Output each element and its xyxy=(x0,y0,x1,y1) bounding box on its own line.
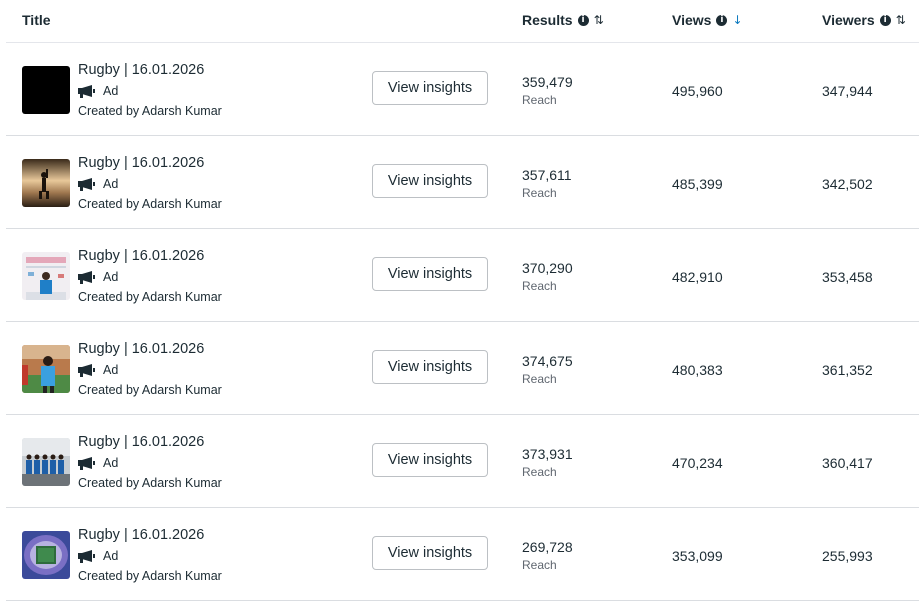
table-row: Rugby | 16.01.2026 Ad Created by Adarsh … xyxy=(6,508,919,601)
sort-icon[interactable]: ⇅ xyxy=(593,13,604,27)
table-row: Rugby | 16.01.2026 Ad Created by Adarsh … xyxy=(6,136,919,229)
table-row: Rugby | 16.01.2026 Ad Created by Adarsh … xyxy=(6,229,919,322)
results-value: 370,290 xyxy=(522,260,573,276)
column-header-views[interactable]: Views i ↓ xyxy=(672,12,743,28)
table-row: Rugby | 16.01.2026 Ad Created by Adarsh … xyxy=(6,322,919,415)
ad-creator: Created by Adarsh Kumar xyxy=(78,290,222,304)
ad-title[interactable]: Rugby | 16.01.2026 xyxy=(78,341,205,357)
ad-label: Ad xyxy=(103,84,119,98)
results-value: 269,728 xyxy=(522,539,573,555)
results-value: 357,611 xyxy=(522,167,572,183)
results-label: Reach xyxy=(522,372,557,386)
ad-title[interactable]: Rugby | 16.01.2026 xyxy=(78,527,205,543)
megaphone-icon xyxy=(78,363,95,377)
table-header: Title Results i ⇅ Views i ↓ Viewers i ⇅ xyxy=(6,0,919,43)
info-icon[interactable]: i xyxy=(716,14,728,26)
column-header-title[interactable]: Title xyxy=(22,12,51,28)
table-body: Rugby | 16.01.2026 Ad Created by Adarsh … xyxy=(0,43,919,601)
ad-label: Ad xyxy=(103,456,119,470)
sort-icon[interactable]: ⇅ xyxy=(895,13,906,27)
column-header-title-label: Title xyxy=(22,12,51,28)
views-value: 480,383 xyxy=(672,362,723,378)
megaphone-icon xyxy=(78,177,95,191)
viewers-value: 342,502 xyxy=(822,176,873,192)
results-label: Reach xyxy=(522,93,557,107)
ad-label: Ad xyxy=(103,270,119,284)
ad-type: Ad xyxy=(78,456,118,470)
ad-creator: Created by Adarsh Kumar xyxy=(78,383,222,397)
megaphone-icon xyxy=(78,270,95,284)
viewers-value: 361,352 xyxy=(822,362,873,378)
ad-thumbnail[interactable] xyxy=(22,252,70,300)
results-label: Reach xyxy=(522,465,557,479)
viewers-value: 255,993 xyxy=(822,548,873,564)
ad-title[interactable]: Rugby | 16.01.2026 xyxy=(78,155,205,171)
view-insights-button[interactable]: View insights xyxy=(372,164,488,198)
ad-type: Ad xyxy=(78,363,118,377)
column-header-results[interactable]: Results i ⇅ xyxy=(522,12,604,28)
megaphone-icon xyxy=(78,549,95,563)
results-label: Reach xyxy=(522,279,557,293)
views-value: 485,399 xyxy=(672,176,723,192)
views-value: 482,910 xyxy=(672,269,723,285)
view-insights-button[interactable]: View insights xyxy=(372,257,488,291)
ad-creator: Created by Adarsh Kumar xyxy=(78,569,222,583)
ad-title[interactable]: Rugby | 16.01.2026 xyxy=(78,62,205,78)
ad-label: Ad xyxy=(103,363,119,377)
view-insights-button[interactable]: View insights xyxy=(372,71,488,105)
ad-type: Ad xyxy=(78,177,118,191)
results-label: Reach xyxy=(522,558,557,572)
viewers-value: 360,417 xyxy=(822,455,873,471)
ad-creator: Created by Adarsh Kumar xyxy=(78,476,222,490)
ad-type: Ad xyxy=(78,270,118,284)
ad-label: Ad xyxy=(103,549,119,563)
ad-label: Ad xyxy=(103,177,119,191)
ad-thumbnail[interactable] xyxy=(22,531,70,579)
table-row: Rugby | 16.01.2026 Ad Created by Adarsh … xyxy=(6,43,919,136)
viewers-value: 353,458 xyxy=(822,269,873,285)
ad-thumbnail[interactable] xyxy=(22,438,70,486)
info-icon[interactable]: i xyxy=(577,14,589,26)
ad-type: Ad xyxy=(78,84,118,98)
ad-thumbnail[interactable] xyxy=(22,66,70,114)
info-icon[interactable]: i xyxy=(879,14,891,26)
ad-thumbnail[interactable] xyxy=(22,159,70,207)
megaphone-icon xyxy=(78,456,95,470)
results-value: 359,479 xyxy=(522,74,573,90)
viewers-value: 347,944 xyxy=(822,83,873,99)
views-value: 470,234 xyxy=(672,455,723,471)
results-value: 374,675 xyxy=(522,353,573,369)
view-insights-button[interactable]: View insights xyxy=(372,350,488,384)
results-value: 373,931 xyxy=(522,446,573,462)
table-row: Rugby | 16.01.2026 Ad Created by Adarsh … xyxy=(6,415,919,508)
column-header-views-label: Views xyxy=(672,12,712,28)
ad-thumbnail[interactable] xyxy=(22,345,70,393)
view-insights-button[interactable]: View insights xyxy=(372,536,488,570)
results-label: Reach xyxy=(522,186,557,200)
column-header-results-label: Results xyxy=(522,12,573,28)
views-value: 353,099 xyxy=(672,548,723,564)
ad-creator: Created by Adarsh Kumar xyxy=(78,197,222,211)
view-insights-button[interactable]: View insights xyxy=(372,443,488,477)
megaphone-icon xyxy=(78,84,95,98)
views-value: 495,960 xyxy=(672,83,723,99)
ad-type: Ad xyxy=(78,549,118,563)
ad-title[interactable]: Rugby | 16.01.2026 xyxy=(78,248,205,264)
ad-creator: Created by Adarsh Kumar xyxy=(78,104,222,118)
sort-descending-icon[interactable]: ↓ xyxy=(732,13,743,27)
ad-title[interactable]: Rugby | 16.01.2026 xyxy=(78,434,205,450)
column-header-viewers-label: Viewers xyxy=(822,12,875,28)
column-header-viewers[interactable]: Viewers i ⇅ xyxy=(822,12,906,28)
